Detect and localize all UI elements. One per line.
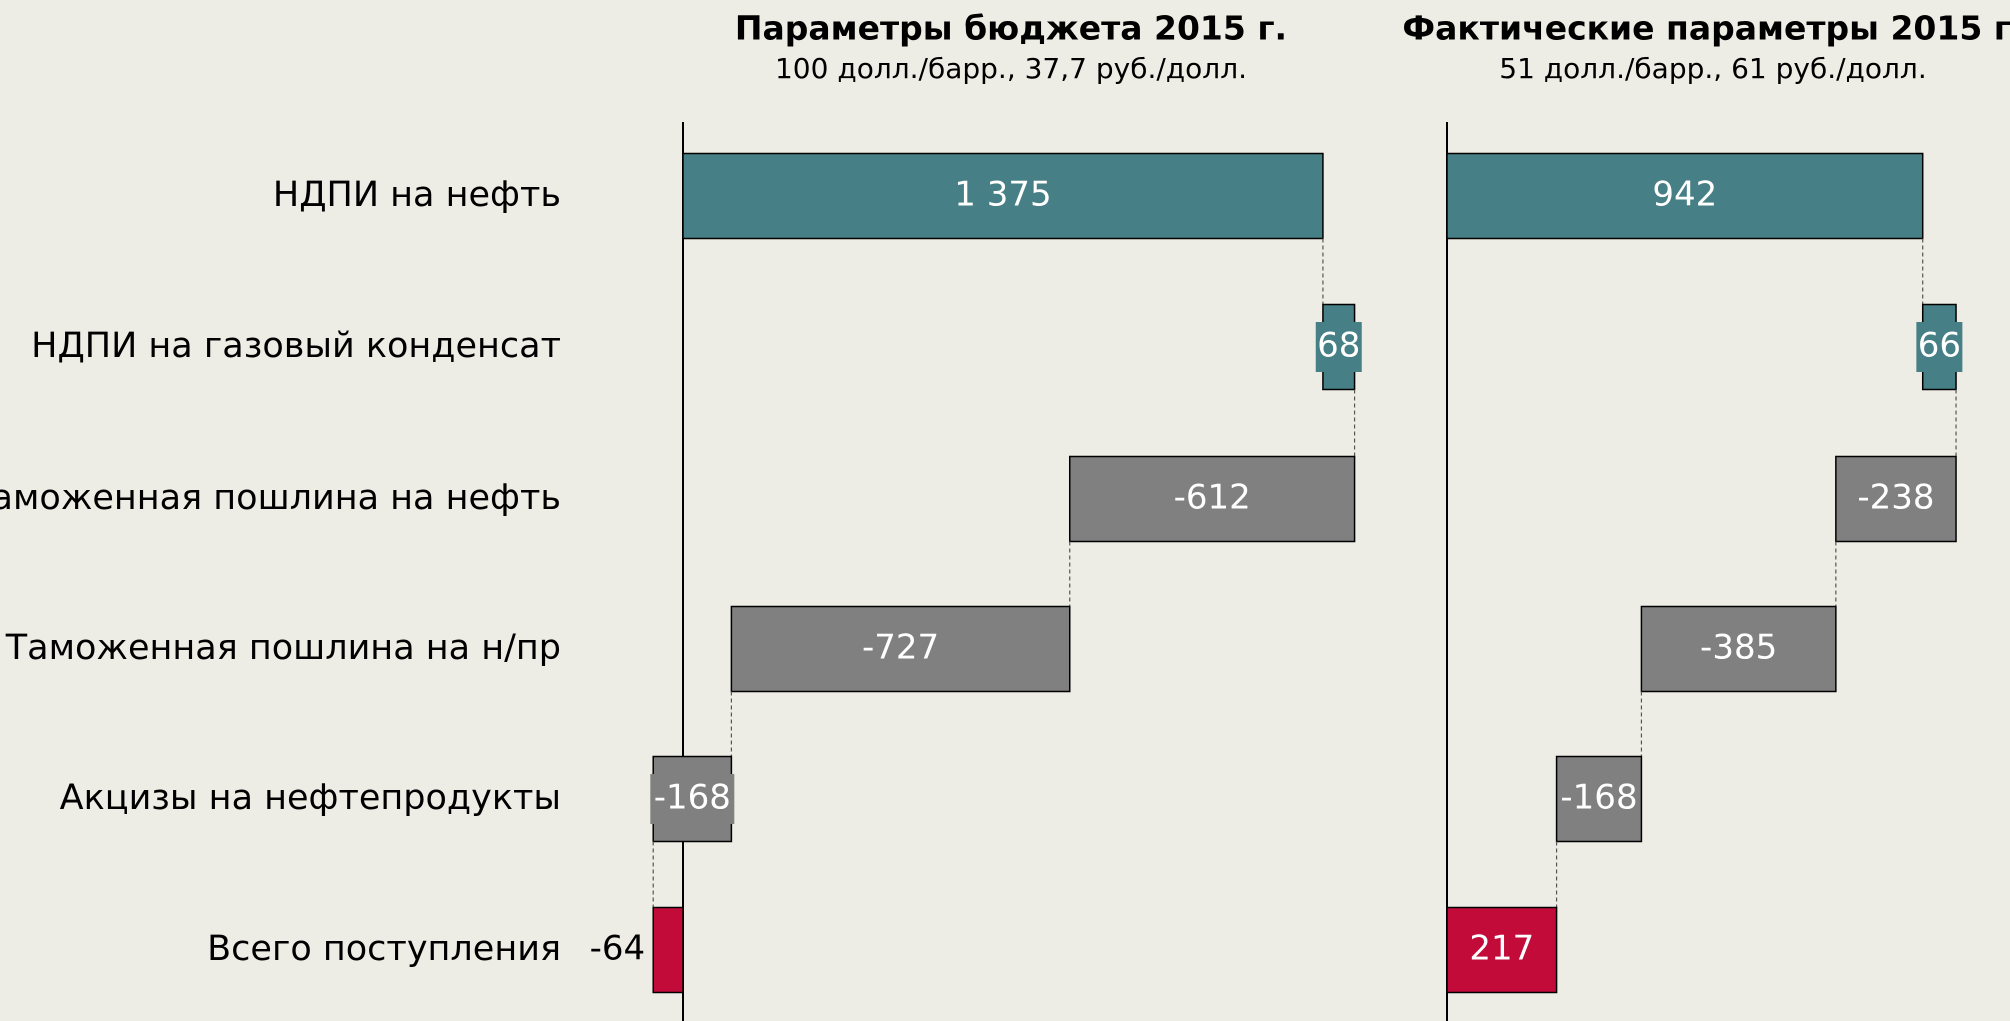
value-label: 217 — [1469, 929, 1534, 969]
category-label: НДПИ на газовый конденсат — [31, 326, 561, 366]
value-label: -612 — [1174, 478, 1251, 518]
value-label: 1 375 — [954, 175, 1051, 215]
category-label: Всего поступления — [207, 929, 561, 969]
bar — [1446, 152, 1924, 240]
chart-title: Параметры бюджета 2015 г. — [735, 9, 1287, 48]
category-label: Таможенная пошлина на нефть — [0, 478, 561, 518]
bar — [682, 152, 1324, 240]
bar — [1640, 605, 1837, 693]
bar — [1555, 755, 1643, 843]
label-background — [650, 774, 735, 824]
value-label: -64 — [590, 929, 646, 969]
value-label: 66 — [1918, 326, 1961, 366]
category-label: Таможенная пошлина на н/пр — [5, 628, 561, 668]
value-label: 68 — [1317, 326, 1360, 366]
value-label: -168 — [654, 778, 731, 818]
category-label: Акцизы на нефтепродукты — [60, 778, 561, 818]
category-label: НДПИ на нефть — [273, 175, 561, 215]
value-label: -727 — [862, 628, 939, 668]
value-label: -238 — [1857, 478, 1934, 518]
label-background — [1315, 322, 1362, 372]
bar — [1068, 455, 1356, 543]
bar — [652, 906, 684, 994]
chart-subtitle: 100 долл./барр., 37,7 руб./долл. — [775, 52, 1247, 85]
chart-subtitle: 51 долл./барр., 61 руб./долл. — [1499, 52, 1926, 85]
chart-title: Фактические параметры 2015 г. — [1402, 9, 2010, 48]
label-background — [1916, 322, 1963, 372]
value-label: -385 — [1700, 628, 1777, 668]
value-label: -168 — [1560, 778, 1637, 818]
bar — [1446, 906, 1558, 994]
bar — [1835, 455, 1957, 543]
value-label: 942 — [1652, 175, 1717, 215]
bar — [730, 605, 1071, 693]
